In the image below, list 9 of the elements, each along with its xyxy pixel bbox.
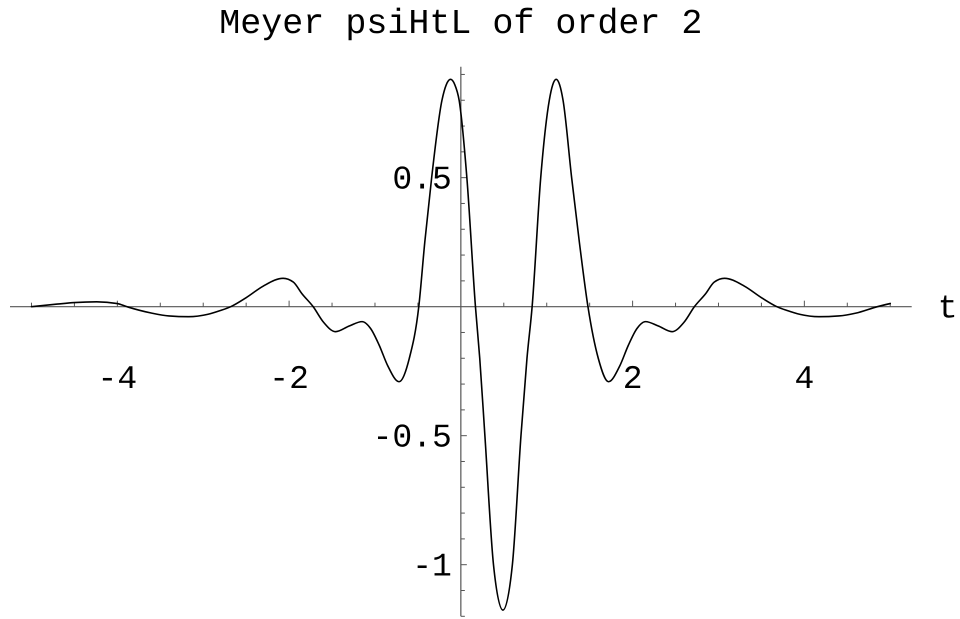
chart-title: Meyer psiHtL of order 2 bbox=[219, 4, 702, 44]
x-axis-title: t bbox=[938, 290, 958, 328]
x-tick-label: -2 bbox=[269, 360, 309, 398]
y-tick-label: -1 bbox=[412, 548, 452, 586]
y-tick-label: -0.5 bbox=[372, 420, 452, 457]
x-tick-label: 2 bbox=[622, 360, 643, 398]
x-tick-label: 4 bbox=[794, 360, 814, 398]
line-series bbox=[30, 78, 892, 611]
x-tick-label: -4 bbox=[98, 360, 138, 398]
